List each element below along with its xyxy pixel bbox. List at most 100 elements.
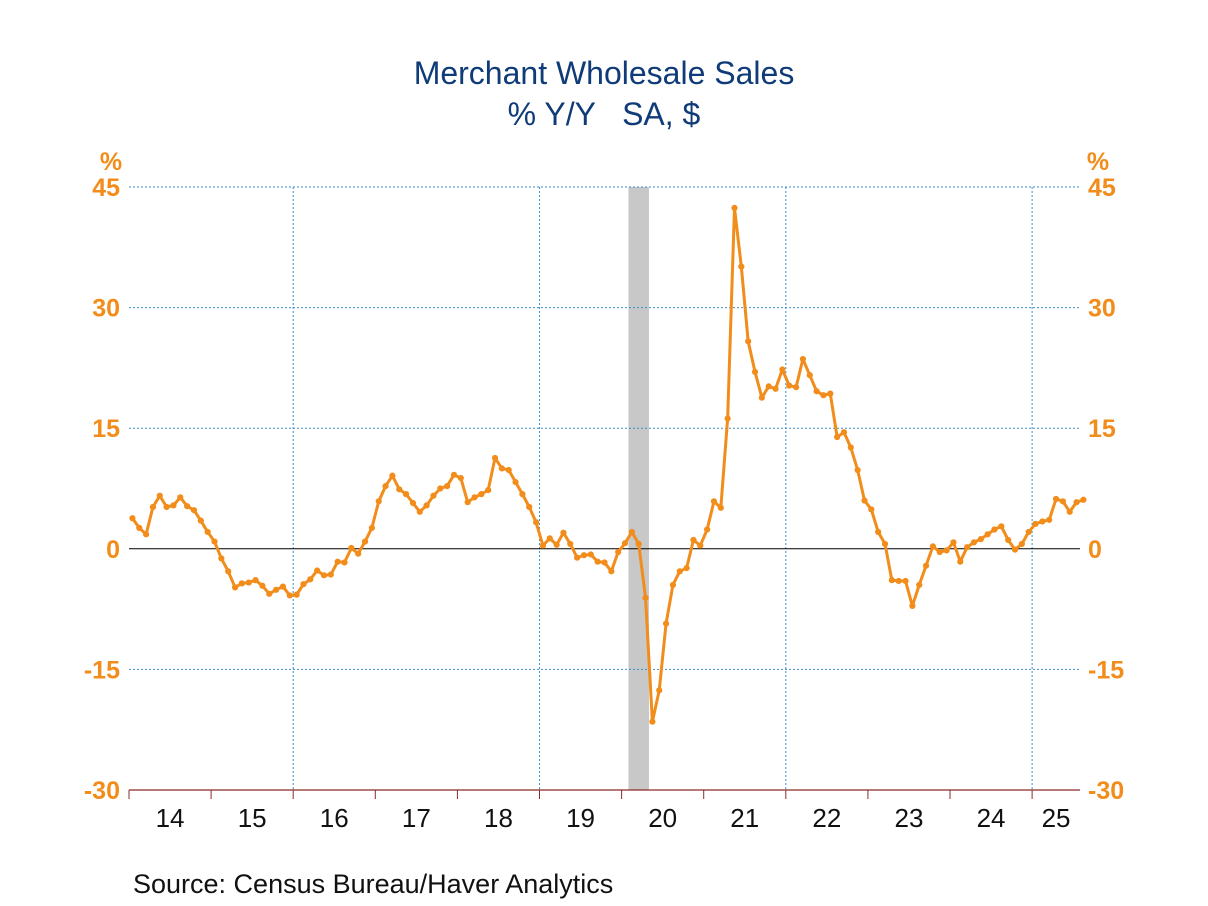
data-point [690,536,697,544]
y-tick-label-left: 30 [92,295,120,323]
data-point [806,372,813,379]
data-point [553,541,560,548]
data-point [409,499,417,507]
data-point [211,538,218,545]
data-point [574,554,581,561]
data-point [532,519,540,526]
data-point [984,531,991,538]
y-tick-label-right: 0 [1088,536,1102,564]
data-point [341,559,348,566]
data-point [375,498,382,505]
data-point [382,482,389,490]
series-line [129,204,1087,725]
data-point [765,383,772,390]
y-tick-label-right: -30 [1088,777,1124,805]
data-point [731,204,738,212]
data-point [204,528,211,536]
data-point [266,590,273,597]
data-point [751,368,759,376]
data-point [177,494,184,501]
data-point [738,263,745,270]
data-point [218,555,225,562]
data-point [1032,520,1039,527]
data-point [991,526,998,533]
data-point [293,591,300,598]
data-point [149,503,157,511]
data-point [546,535,553,542]
data-point [512,478,519,486]
data-point [724,415,731,422]
x-tick-label: 23 [894,803,923,833]
data-point [861,497,868,504]
data-point [587,551,594,558]
data-point [1080,496,1087,503]
data-point [526,503,533,511]
x-tick-label: 20 [648,803,677,833]
data-point [929,543,937,550]
data-point [307,576,314,583]
data-point [779,366,786,373]
recession-shading [628,187,649,790]
data-point [1011,546,1019,553]
data-point [998,523,1005,530]
data-point [190,507,198,514]
y-tick-label-left: 45 [92,174,120,202]
data-point [300,581,307,588]
data-point [238,580,245,587]
data-point [628,528,635,536]
data-point [662,620,670,627]
data-point [163,503,170,511]
y-unit-right: % [1087,148,1109,176]
data-point [881,540,889,548]
series-0-line [131,206,1084,724]
grid [129,186,1080,790]
x-tick-label: 19 [566,803,595,833]
data-point [1025,528,1032,536]
x-tick-label: 25 [1042,803,1071,833]
data-point [669,581,677,589]
data-point [314,567,321,574]
data-point [642,594,649,601]
data-point [1005,536,1012,544]
data-point [649,718,656,725]
data-point [485,487,492,494]
data-point [423,502,430,509]
source-note: Source: Census Bureau/Haver Analytics [133,869,613,899]
tick-labels: 45 45 30 30 15 15 0 0 -15 -15 -30 -30 14 15 16 17 18 19 20… [84,174,1124,833]
data-point [758,394,765,401]
data-point [799,355,807,363]
data-point [888,577,895,584]
data-point [895,577,902,585]
y-tick-label-right: 15 [1088,415,1116,443]
data-point [792,384,800,391]
chart-title: Merchant Wholesale Sales [414,55,795,91]
data-point [1039,518,1046,525]
y-tick-label-right: 45 [1088,174,1116,202]
data-point [450,471,458,478]
data-point [786,382,793,389]
y-tick-label-left: 15 [92,415,120,443]
x-tick-label: 17 [402,803,431,833]
x-tick-label: 22 [812,803,841,833]
data-point [1046,516,1053,523]
data-point [909,602,916,609]
data-point [320,572,328,579]
data-point [129,515,136,522]
data-point [348,544,355,552]
data-point [471,494,478,501]
data-point [902,577,909,585]
data-point [389,472,396,479]
data-point [252,577,259,584]
data-point [943,547,950,554]
data-point [977,536,984,543]
data-point [334,558,341,565]
y-tick-label-right: 30 [1088,295,1116,323]
data-point [745,338,752,345]
data-point [1059,498,1066,505]
data-point [834,433,841,441]
data-point [444,482,451,490]
x-tick-label: 18 [484,803,513,833]
data-point [505,466,512,474]
data-point [464,499,471,506]
